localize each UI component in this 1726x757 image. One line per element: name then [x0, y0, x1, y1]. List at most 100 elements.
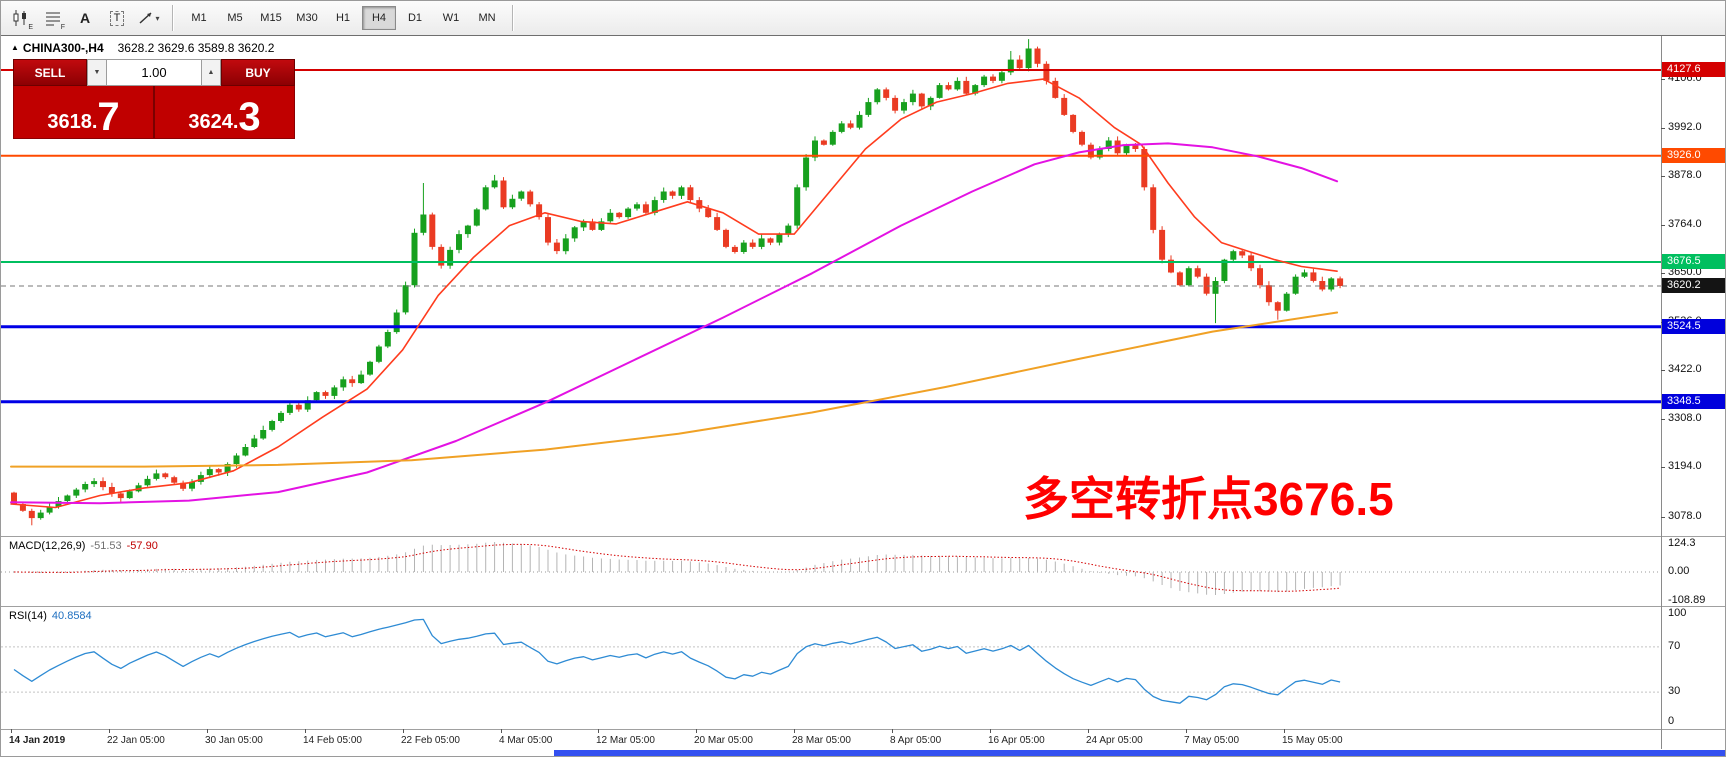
- panel-separator[interactable]: [1, 606, 1725, 607]
- time-tick-mark: [207, 729, 208, 733]
- price-tick-label: 3308.0: [1668, 412, 1702, 424]
- price-axis[interactable]: 4106.03992.03878.03764.03650.03536.03422…: [1661, 1, 1725, 756]
- volume-increase-button[interactable]: ▲: [201, 59, 221, 86]
- macd-signal-value: -57.90: [126, 540, 158, 552]
- ohlc-values: 3628.2 3629.6 3589.8 3620.2: [117, 41, 275, 55]
- time-tick-mark: [892, 729, 893, 733]
- macd-axis-label: -108.89: [1668, 594, 1706, 606]
- rsi-indicator-canvas[interactable]: [1, 606, 1661, 729]
- buy-button[interactable]: BUY: [221, 59, 295, 86]
- panel-separator[interactable]: [1, 536, 1725, 537]
- timeframe-button-m5[interactable]: M5: [218, 6, 252, 30]
- main-chart-canvas[interactable]: [1, 36, 1661, 536]
- icon-subscript: E: [28, 24, 33, 31]
- timeframe-button-w1[interactable]: W1: [434, 6, 468, 30]
- time-axis-label: 14 Feb 05:00: [303, 735, 362, 746]
- ma-medium-line[interactable]: [10, 142, 1339, 505]
- timeframe-button-m15[interactable]: M15: [254, 6, 288, 30]
- price-tick-mark: [1661, 273, 1665, 274]
- macd-indicator-canvas[interactable]: [1, 536, 1661, 606]
- grid-lines-icon: [46, 12, 60, 26]
- price-tick-mark: [1661, 370, 1665, 371]
- candles-group: [1, 39, 1661, 526]
- timeframe-button-m30[interactable]: M30: [290, 6, 324, 30]
- time-axis-label: 12 Mar 05:00: [596, 735, 655, 746]
- time-axis-label: 22 Jan 05:00: [107, 735, 165, 746]
- macd-label: MACD(12,26,9) -51.53 -57.90: [9, 540, 158, 552]
- price-tick-mark: [1661, 176, 1665, 177]
- rsi-group: [1, 618, 1661, 704]
- time-axis-label: 7 May 05:00: [1184, 735, 1240, 746]
- sell-price[interactable]: 3618. 7: [47, 95, 120, 139]
- rsi-value: 40.8584: [51, 610, 92, 622]
- price-tick-label: 3992.0: [1668, 121, 1702, 133]
- timeframe-button-mn[interactable]: MN: [470, 6, 504, 30]
- price-badge: 3620.2: [1662, 278, 1725, 293]
- toolbar-separator: [512, 5, 514, 31]
- price-tick-label: 3650.0: [1668, 266, 1702, 278]
- candlestick-icon: [13, 10, 26, 26]
- time-tick-mark: [11, 729, 12, 733]
- buy-price[interactable]: 3624. 3: [188, 95, 261, 139]
- sell-button[interactable]: SELL: [13, 59, 87, 86]
- time-axis-label: 15 May 05:00: [1282, 735, 1343, 746]
- rsi-line: [13, 618, 1341, 704]
- price-tick-label: 3764.0: [1668, 218, 1702, 230]
- ma-slow-line[interactable]: [10, 311, 1339, 468]
- price-tick-mark: [1661, 467, 1665, 468]
- rsi-axis-label: 30: [1668, 685, 1681, 697]
- toolbar-separator: [172, 5, 174, 31]
- timeframe-button-d1[interactable]: D1: [398, 6, 432, 30]
- dropdown-caret-icon: ▾: [155, 13, 160, 23]
- time-tick-mark: [990, 729, 991, 733]
- time-axis-label: 24 Apr 05:00: [1086, 735, 1143, 746]
- time-axis: 14 Jan 2019 22 Jan 05:00 30 Jan 05:00 14 Fe…: [1, 729, 1661, 749]
- price-tick-mark: [1661, 517, 1665, 518]
- macd-value: -51.53: [90, 540, 122, 552]
- trade-panel-divider: [153, 86, 155, 138]
- horizontal-scrollbar[interactable]: [554, 750, 1725, 756]
- rsi-axis-label: 100: [1668, 607, 1687, 619]
- price-axis-border: [1661, 36, 1662, 749]
- toolbar: E F A T ▾ M1 M5 M15 M30 H1 H4 D1 W1 MN: [1, 1, 1725, 36]
- trade-panel-prices: 3618. 7 3624. 3: [13, 86, 295, 139]
- timeframe-button-h4[interactable]: H4: [362, 6, 396, 30]
- text-box-icon[interactable]: T: [103, 5, 131, 31]
- collapse-toggle-icon[interactable]: ▲: [11, 43, 19, 52]
- draw-trendline-icon[interactable]: ▾: [135, 5, 163, 31]
- text-label-icon[interactable]: A: [71, 5, 99, 31]
- price-tick-mark: [1661, 419, 1665, 420]
- ma-fast-line[interactable]: [10, 78, 1338, 509]
- time-axis-label: 4 Mar 05:00: [499, 735, 553, 746]
- time-tick-mark: [696, 729, 697, 733]
- panel-separator: [1, 729, 1725, 730]
- time-axis-label: 8 Apr 05:00: [890, 735, 942, 746]
- timeframe-button-m1[interactable]: M1: [182, 6, 216, 30]
- time-tick-mark: [794, 729, 795, 733]
- bottom-strip: [1, 749, 1725, 756]
- indicator-list-icon[interactable]: F: [39, 5, 67, 31]
- time-axis-label: 14 Jan 2019: [9, 735, 66, 746]
- time-tick-mark: [305, 729, 306, 733]
- macd-signal-line: [13, 543, 1341, 592]
- volume-input[interactable]: [107, 59, 201, 86]
- one-click-trade-panel: SELL ▼ ▲ BUY 3618.7 3624.3: [13, 59, 295, 139]
- time-axis-label: 30 Jan 05:00: [205, 735, 263, 746]
- price-badge: 4127.6: [1662, 62, 1725, 77]
- timeframe-button-group: M1 M5 M15 M30 H1 H4 D1 W1 MN: [181, 6, 505, 30]
- timeframe-button-h1[interactable]: H1: [326, 6, 360, 30]
- time-tick-mark: [1186, 729, 1187, 733]
- price-tick-label: 3078.0: [1668, 510, 1702, 522]
- symbol-title: CHINA300-,H4: [22, 41, 104, 55]
- volume-decrease-button[interactable]: ▼: [87, 59, 107, 86]
- rsi-axis-label: 0: [1668, 715, 1675, 727]
- chart-type-candles-icon[interactable]: E: [7, 5, 35, 31]
- chart-header: ▲ CHINA300-,H4 3628.2 3629.6 3589.8 3620.2: [11, 41, 274, 55]
- time-tick-mark: [501, 729, 502, 733]
- macd-axis-label: 124.3: [1668, 537, 1696, 549]
- rsi-axis-label: 70: [1668, 640, 1681, 652]
- price-badge: 3676.5: [1662, 254, 1725, 269]
- time-axis-label: 20 Mar 05:00: [694, 735, 753, 746]
- rsi-name: RSI(14): [9, 610, 47, 622]
